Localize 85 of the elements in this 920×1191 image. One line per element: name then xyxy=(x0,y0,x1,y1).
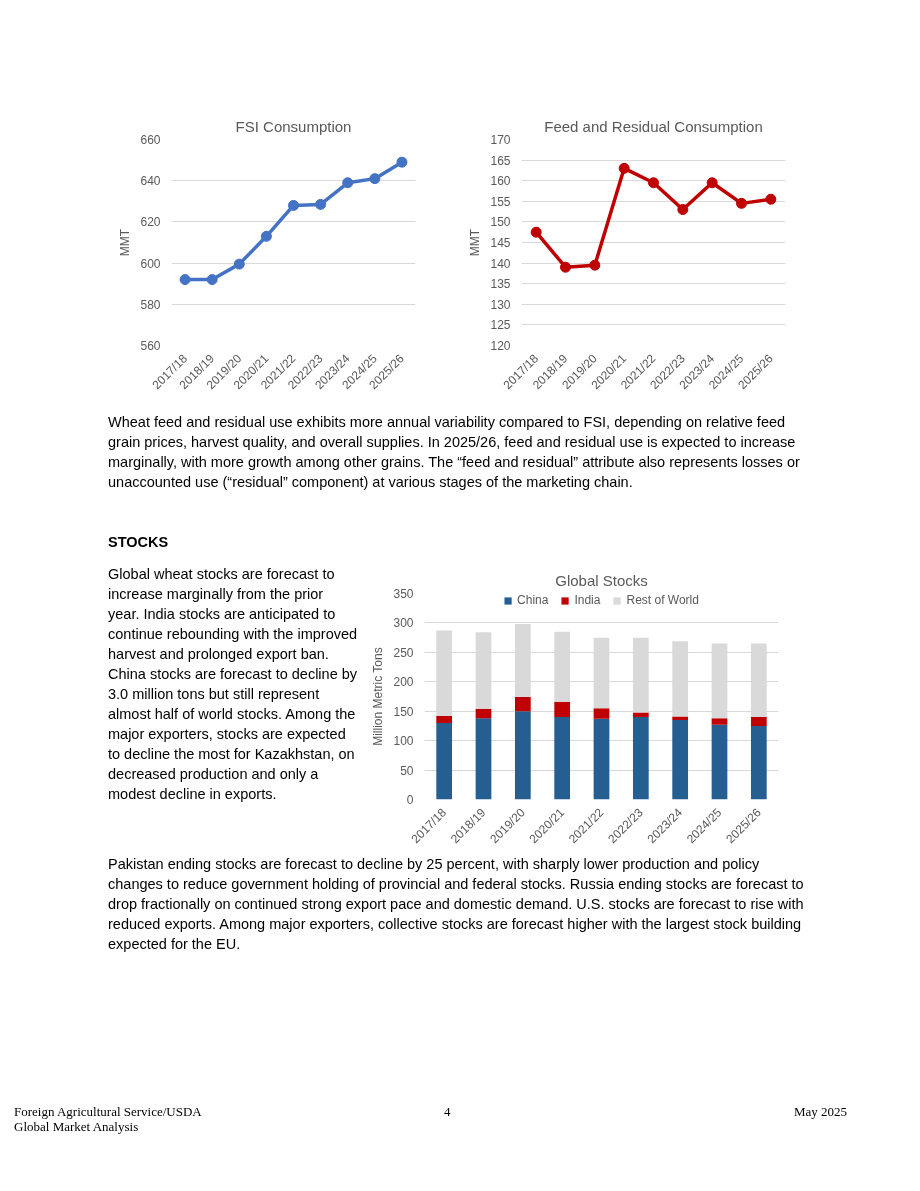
y-tick-label: 150 xyxy=(490,215,511,230)
y-tick-label: 50 xyxy=(400,763,414,778)
text: 4 xyxy=(444,1104,451,1119)
point xyxy=(736,197,747,209)
y-tick-label: 135 xyxy=(490,277,511,292)
bar xyxy=(632,712,649,718)
point xyxy=(648,177,659,189)
bar xyxy=(554,717,571,800)
bar xyxy=(514,711,531,800)
y-tick-label: 140 xyxy=(490,256,511,271)
y-tick-label: 350 xyxy=(393,587,414,601)
bar xyxy=(554,701,571,718)
y-axis-title: Million Metric Tons xyxy=(371,647,386,746)
point xyxy=(530,226,542,238)
bar xyxy=(593,708,610,719)
bar xyxy=(750,717,767,726)
bar xyxy=(436,715,453,723)
y-axis-title: MMT xyxy=(468,228,483,257)
y-tick-label: 155 xyxy=(490,194,511,209)
text: Global wheat stocks are forecast to increase marginally from the prior year. India stocks are anticipated to continue rebounding with the improved harvest and prolonged export ban. China stocks are forecast to decline by 3.0 million tons but still represent almost half of world stocks. Among the major exporters, stocks are expected to decline the most for Kazakhstan, on decreased production and only a modest decline in exports. xyxy=(108,566,358,802)
bar xyxy=(436,630,453,716)
chart-title: Feed and Residual Consumption xyxy=(544,117,763,135)
y-tick-label: 150 xyxy=(393,704,414,719)
y-tick-label: 145 xyxy=(490,236,511,250)
point xyxy=(233,258,245,270)
y-tick-label: 580 xyxy=(140,297,161,312)
y-tick-label: 0 xyxy=(406,793,414,807)
bar xyxy=(711,724,728,800)
legend-label: Rest of World xyxy=(626,593,699,607)
y-tick-label: 660 xyxy=(140,133,161,147)
point xyxy=(260,230,272,242)
point xyxy=(589,259,601,271)
point xyxy=(179,274,191,286)
text: STOCKS xyxy=(108,533,169,552)
text: Wheat feed and residual use exhibits more annual variability compared to FSI, depending on relative feed grain prices, harvest quality, and overall supplies. In 2025/26, feed and residual use is expected to increase marginally, with more growth among other grains. The “feed and residual” attribute also represents losses or unaccounted use (“residual” component) at various stages of the marketing chain. xyxy=(108,413,801,492)
y-tick-label: 300 xyxy=(393,616,414,631)
point xyxy=(369,173,381,185)
text: Foreign Agricultural Service/USDA xyxy=(14,1104,202,1119)
y-tick-label: 130 xyxy=(490,297,511,312)
bar xyxy=(514,697,531,712)
y-tick-label: 120 xyxy=(490,339,511,353)
text: Pakistan ending stocks are forecast to decline by 25 percent, with sharply lower production and policy changes to reduce government holding of provincial and federal stocks. Russia ending stocks are forecast to drop fractionally on continued strong export pace and domestic demand. U.S. stocks are forecast to rise with reduced exports. Among major exporters, collective stocks are forecast higher with the largest stock building expected for the EU. xyxy=(108,855,805,954)
bar xyxy=(711,643,728,719)
bar xyxy=(593,718,610,800)
point xyxy=(396,156,408,168)
y-tick-label: 600 xyxy=(140,256,161,271)
chart-title: FSI Consumption xyxy=(235,117,352,135)
legend-label: China xyxy=(517,593,549,607)
bar xyxy=(750,725,767,800)
y-tick-label: 160 xyxy=(490,174,511,189)
point xyxy=(315,198,327,210)
point xyxy=(288,199,299,211)
y-tick-label: 560 xyxy=(140,339,161,353)
y-axis-title: MMT xyxy=(118,228,133,257)
chart-title: Global Stocks xyxy=(555,571,648,589)
bar xyxy=(475,632,492,709)
y-tick-label: 200 xyxy=(393,675,414,690)
point xyxy=(706,177,718,189)
y-tick-label: 125 xyxy=(490,318,511,333)
point xyxy=(206,274,218,286)
y-tick-label: 250 xyxy=(393,645,414,660)
point xyxy=(560,261,571,273)
bar xyxy=(593,637,610,709)
y-tick-label: 170 xyxy=(490,133,511,147)
text: Global Market Analysis xyxy=(14,1119,139,1134)
bar xyxy=(436,722,453,800)
y-tick-label: 640 xyxy=(140,174,161,189)
point xyxy=(765,193,777,205)
text: May 2025 xyxy=(794,1104,848,1119)
y-tick-label: 620 xyxy=(140,215,161,230)
y-tick-label: 100 xyxy=(393,734,414,749)
legend-label: India xyxy=(574,593,601,607)
bar xyxy=(632,637,649,713)
bar xyxy=(672,641,689,717)
bar xyxy=(475,718,492,800)
point xyxy=(677,204,689,216)
bar xyxy=(672,720,689,800)
bar xyxy=(554,631,571,702)
bar xyxy=(632,717,649,800)
bar xyxy=(711,718,728,725)
point xyxy=(342,177,354,189)
y-tick-label: 165 xyxy=(490,153,511,168)
bar xyxy=(475,708,492,719)
point xyxy=(618,162,630,174)
bar xyxy=(750,643,767,718)
